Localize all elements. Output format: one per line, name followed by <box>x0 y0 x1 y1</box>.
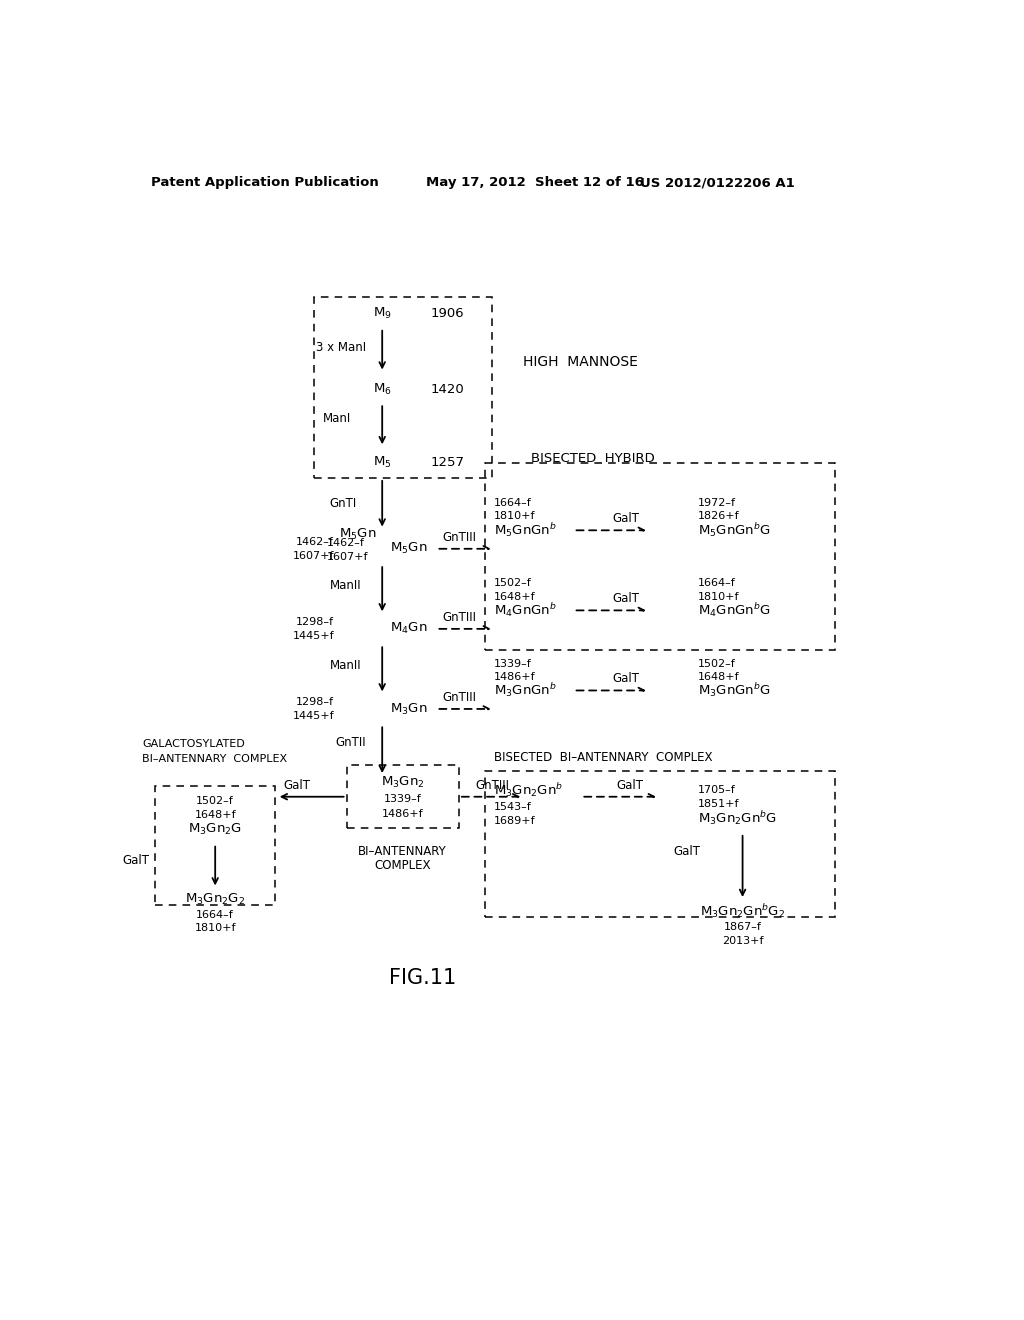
Text: 1298–f: 1298–f <box>296 697 334 708</box>
Text: M$_3$Gn$_2$G: M$_3$Gn$_2$G <box>188 821 242 837</box>
Text: BISECTED  BI–ANTENNARY  COMPLEX: BISECTED BI–ANTENNARY COMPLEX <box>494 751 713 764</box>
Text: GALACTOSYLATED: GALACTOSYLATED <box>142 739 245 748</box>
Text: 1462–f: 1462–f <box>327 539 365 548</box>
Text: M$_3$Gn$_2$Gn$^b$: M$_3$Gn$_2$Gn$^b$ <box>494 781 563 799</box>
Text: 1339–f: 1339–f <box>494 659 531 668</box>
Text: 1867–f: 1867–f <box>724 921 762 932</box>
Text: 1648+f: 1648+f <box>697 672 739 681</box>
Text: 1826+f: 1826+f <box>697 511 739 521</box>
Text: 2013+f: 2013+f <box>722 936 763 946</box>
Text: 1810+f: 1810+f <box>697 591 739 602</box>
Text: 1445+f: 1445+f <box>293 711 334 721</box>
Text: M$_6$: M$_6$ <box>373 381 391 397</box>
Text: 1607+f: 1607+f <box>327 552 368 562</box>
Text: M$_3$GnGn$^b$: M$_3$GnGn$^b$ <box>494 681 556 700</box>
Text: GalT: GalT <box>284 779 310 792</box>
Text: 1502–f: 1502–f <box>197 796 234 807</box>
Text: M$_4$Gn: M$_4$Gn <box>390 622 427 636</box>
Text: 1502–f: 1502–f <box>494 578 531 589</box>
Text: 1543–f: 1543–f <box>494 801 531 812</box>
Text: HIGH  MANNOSE: HIGH MANNOSE <box>523 355 638 370</box>
Bar <box>155 785 275 906</box>
Text: GnTII: GnTII <box>336 735 367 748</box>
Text: M$_4$GnGn$^b$: M$_4$GnGn$^b$ <box>494 602 556 619</box>
Text: 1810+f: 1810+f <box>195 924 236 933</box>
Text: 1607+f: 1607+f <box>293 550 334 561</box>
Text: 1810+f: 1810+f <box>494 511 536 521</box>
Text: 1972–f: 1972–f <box>697 499 735 508</box>
Text: GnTIII: GnTIII <box>442 611 477 624</box>
Text: M$_5$: M$_5$ <box>373 455 391 470</box>
Text: M$_5$GnGn$^b$G: M$_5$GnGn$^b$G <box>697 521 770 540</box>
Text: M$_5$GnGn$^b$: M$_5$GnGn$^b$ <box>494 521 556 540</box>
Text: 1705–f: 1705–f <box>697 785 735 795</box>
Text: GnTIII: GnTIII <box>442 690 477 704</box>
Text: 1502–f: 1502–f <box>697 659 735 668</box>
Text: May 17, 2012  Sheet 12 of 16: May 17, 2012 Sheet 12 of 16 <box>426 176 644 189</box>
Bar <box>346 766 459 829</box>
Text: 1664–f: 1664–f <box>197 909 234 920</box>
Text: 1689+f: 1689+f <box>494 816 536 825</box>
Bar <box>484 463 835 649</box>
Text: 1257: 1257 <box>430 455 464 469</box>
Text: ManI: ManI <box>324 412 351 425</box>
Text: M$_9$: M$_9$ <box>373 306 391 322</box>
Text: 1664–f: 1664–f <box>494 499 531 508</box>
Text: ManII: ManII <box>330 659 361 672</box>
Text: GalT: GalT <box>612 593 640 606</box>
Text: M$_3$Gn$_2$: M$_3$Gn$_2$ <box>381 775 425 789</box>
Text: 1420: 1420 <box>430 383 464 396</box>
Text: COMPLEX: COMPLEX <box>375 859 431 871</box>
Text: M$_3$Gn: M$_3$Gn <box>390 701 427 717</box>
Text: BI–ANTENNARY  COMPLEX: BI–ANTENNARY COMPLEX <box>142 754 287 764</box>
Text: GalT: GalT <box>612 512 640 525</box>
Text: BI–ANTENNARY: BI–ANTENNARY <box>358 845 447 858</box>
Text: GnTIII: GnTIII <box>475 779 509 792</box>
Text: US 2012/0122206 A1: US 2012/0122206 A1 <box>640 176 795 189</box>
Text: M$_3$GnGn$^b$G: M$_3$GnGn$^b$G <box>697 681 770 700</box>
Text: 1445+f: 1445+f <box>293 631 334 640</box>
Text: 1648+f: 1648+f <box>494 591 536 602</box>
Text: GalT: GalT <box>673 845 700 858</box>
Text: 1648+f: 1648+f <box>195 810 236 820</box>
Bar <box>484 771 835 917</box>
Text: M$_5$Gn: M$_5$Gn <box>390 541 427 556</box>
Text: M$_3$Gn$_2$Gn$^b$G: M$_3$Gn$_2$Gn$^b$G <box>697 809 776 826</box>
Text: M$_3$Gn$_2$Gn$^b$G$_2$: M$_3$Gn$_2$Gn$^b$G$_2$ <box>700 902 785 920</box>
Text: 1486+f: 1486+f <box>382 809 424 820</box>
Text: 1339–f: 1339–f <box>384 795 422 804</box>
Text: GalT: GalT <box>123 854 150 867</box>
Text: GalT: GalT <box>616 779 644 792</box>
Text: 1298–f: 1298–f <box>296 616 334 627</box>
Text: M$_4$GnGn$^b$G: M$_4$GnGn$^b$G <box>697 602 770 619</box>
Text: GnTIII: GnTIII <box>442 531 477 544</box>
Text: 1906: 1906 <box>430 308 464 321</box>
Text: M$_5$Gn: M$_5$Gn <box>339 527 376 541</box>
Text: BISECTED  HYBIRD: BISECTED HYBIRD <box>531 453 654 465</box>
Text: Patent Application Publication: Patent Application Publication <box>152 176 379 189</box>
Text: 1664–f: 1664–f <box>697 578 735 589</box>
Bar <box>314 297 493 478</box>
Text: 1486+f: 1486+f <box>494 672 536 681</box>
Text: 1462–f: 1462–f <box>296 537 334 546</box>
Text: FIG.11: FIG.11 <box>389 969 456 989</box>
Text: ManII: ManII <box>330 579 361 593</box>
Text: 3 x ManI: 3 x ManI <box>315 341 366 354</box>
Text: GalT: GalT <box>612 672 640 685</box>
Text: M$_3$Gn$_2$G$_2$: M$_3$Gn$_2$G$_2$ <box>185 892 246 907</box>
Text: 1851+f: 1851+f <box>697 799 739 809</box>
Text: GnTI: GnTI <box>330 496 356 510</box>
